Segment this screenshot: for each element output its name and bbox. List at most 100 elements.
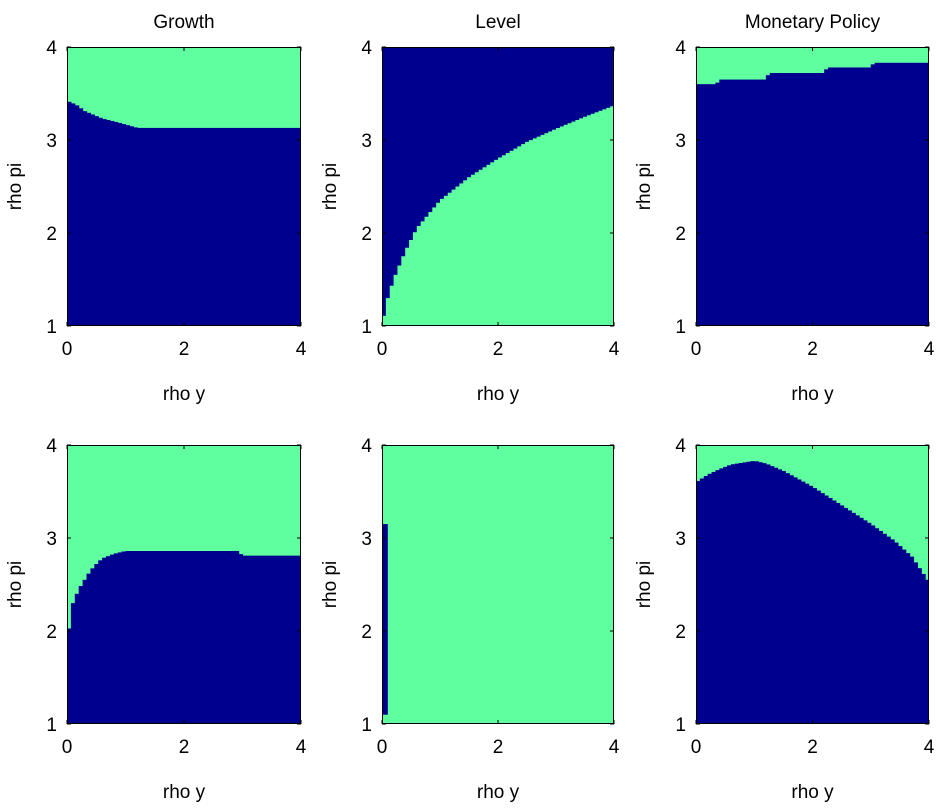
heatmap-cell-column [273, 555, 279, 724]
heatmap-cell-column [719, 79, 724, 326]
heatmap-cell-column [897, 546, 903, 724]
heatmap-cell-column [820, 493, 825, 724]
heatmap-cell-column [800, 73, 806, 326]
heatmap-cell-column [843, 67, 849, 326]
heatmap-cell-column [219, 551, 224, 724]
heatmap-cell-column [238, 127, 244, 326]
heatmap-cell-column [262, 127, 267, 326]
heatmap-cell-column [862, 520, 868, 724]
heatmap-cell-column [242, 555, 247, 724]
heatmap-cell-column [559, 126, 565, 326]
heatmap-cell-column [575, 119, 580, 326]
heatmap-cell-column [94, 116, 99, 326]
heatmap-cell-column [490, 162, 495, 326]
heatmap-cell-column [897, 62, 903, 326]
heatmap-cell-column [176, 551, 181, 724]
heatmap-cell-column [878, 62, 883, 326]
heatmap-cell-column [117, 123, 123, 326]
heatmap-cell-column [145, 127, 150, 326]
heatmap-cell-column [816, 73, 821, 326]
heatmap-cell-column [517, 146, 522, 326]
heatmap-cell-column [715, 470, 720, 724]
heatmap-cell-column [223, 551, 228, 724]
heatmap-cell-column [234, 127, 240, 326]
heatmap-cell-column [447, 192, 453, 326]
heatmap-cell-column [513, 148, 518, 326]
heatmap-cell-column [750, 461, 755, 724]
heatmap-cell-column [172, 127, 177, 326]
heatmap-cell-column [598, 110, 603, 326]
heatmap-cell-column [707, 473, 713, 724]
heatmap-cell-column [917, 568, 922, 724]
y-tick-label: 3 [361, 529, 372, 550]
heatmap-cell-column [843, 507, 849, 724]
x-axis-label: rho y [477, 384, 520, 405]
heatmap-cell-column [176, 127, 181, 326]
heatmap-cell-column [297, 127, 301, 326]
y-tick-label: 3 [46, 131, 57, 152]
heatmap-cell-column [808, 73, 814, 326]
heatmap-cell-column [474, 172, 480, 326]
y-axis-label: rho pi [5, 561, 26, 609]
heatmap-cell-column [86, 573, 91, 724]
heatmap-cell-column [86, 112, 91, 326]
x-tick-label: 2 [179, 339, 190, 360]
heatmap-cell-column [277, 555, 283, 724]
heatmap-cell-column [812, 488, 817, 724]
heatmap-cell-column [191, 127, 197, 326]
x-axis-label: rho y [791, 384, 834, 405]
y-tick-label: 3 [675, 529, 686, 550]
heatmap-cell-column [211, 127, 216, 326]
heatmap-cell-column [129, 126, 134, 326]
heatmap-cell-column [556, 128, 561, 326]
heatmap-cell-column [571, 121, 576, 326]
heatmap-cell-column [548, 131, 553, 326]
heatmap-cell-column [207, 127, 212, 326]
heatmap-cell-column [851, 67, 856, 326]
plot-area [696, 445, 929, 724]
heatmap-cell-column [285, 127, 290, 326]
heatmap-cell-column [901, 62, 907, 326]
y-tick-label: 1 [46, 715, 57, 736]
heatmap-cell-column [180, 127, 185, 326]
heatmap-cell-column [563, 124, 569, 326]
heatmap-cell-column [113, 121, 119, 326]
heatmap-cell-column [405, 247, 410, 326]
heatmap-cell-column [758, 79, 763, 326]
heatmap-cell-column [133, 551, 138, 724]
heatmap-cell-column [762, 79, 767, 326]
y-axis-label: rho pi [634, 163, 655, 211]
heatmap-cell-column [393, 274, 399, 326]
heatmap-cell-column [109, 554, 115, 724]
heatmap-cell-column [851, 512, 856, 724]
heatmap-cell-column [113, 553, 119, 724]
heatmap-cell-column [265, 555, 271, 724]
y-axis-label: rho pi [320, 561, 341, 609]
heatmap-cell-column [234, 551, 240, 724]
heatmap-cell-column [109, 120, 115, 326]
heatmap-cell-column [866, 522, 872, 724]
heatmap-cell-column [793, 73, 798, 326]
heatmap-cell-column [734, 463, 740, 724]
heatmap-cell-column [699, 84, 705, 326]
heatmap-cell-column [796, 479, 802, 724]
panel-6: 0 2 4 1 2 3 4 rho y rho pi [634, 436, 935, 803]
heatmap-cell-column [505, 153, 511, 326]
plot-area [382, 445, 614, 724]
heatmap-cell-column [828, 498, 833, 724]
heatmap-cell-column [412, 232, 418, 326]
heatmap-cell-column [207, 551, 212, 724]
heatmap-cell-column [106, 120, 111, 326]
heatmap-cell-column [796, 73, 802, 326]
heatmap-cell-column [297, 555, 301, 724]
heatmap-cell-column [594, 112, 600, 326]
y-tick-label: 2 [361, 224, 372, 245]
heatmap-cell-column [750, 79, 755, 326]
y-tick-label: 1 [675, 715, 686, 736]
heatmap-cell-column [82, 579, 88, 724]
x-tick-label: 2 [807, 737, 818, 758]
heatmap-cell-column [416, 226, 422, 326]
heatmap-cell-column [184, 551, 189, 724]
heatmap-cell-column [117, 552, 123, 724]
y-tick-label: 4 [46, 38, 57, 59]
